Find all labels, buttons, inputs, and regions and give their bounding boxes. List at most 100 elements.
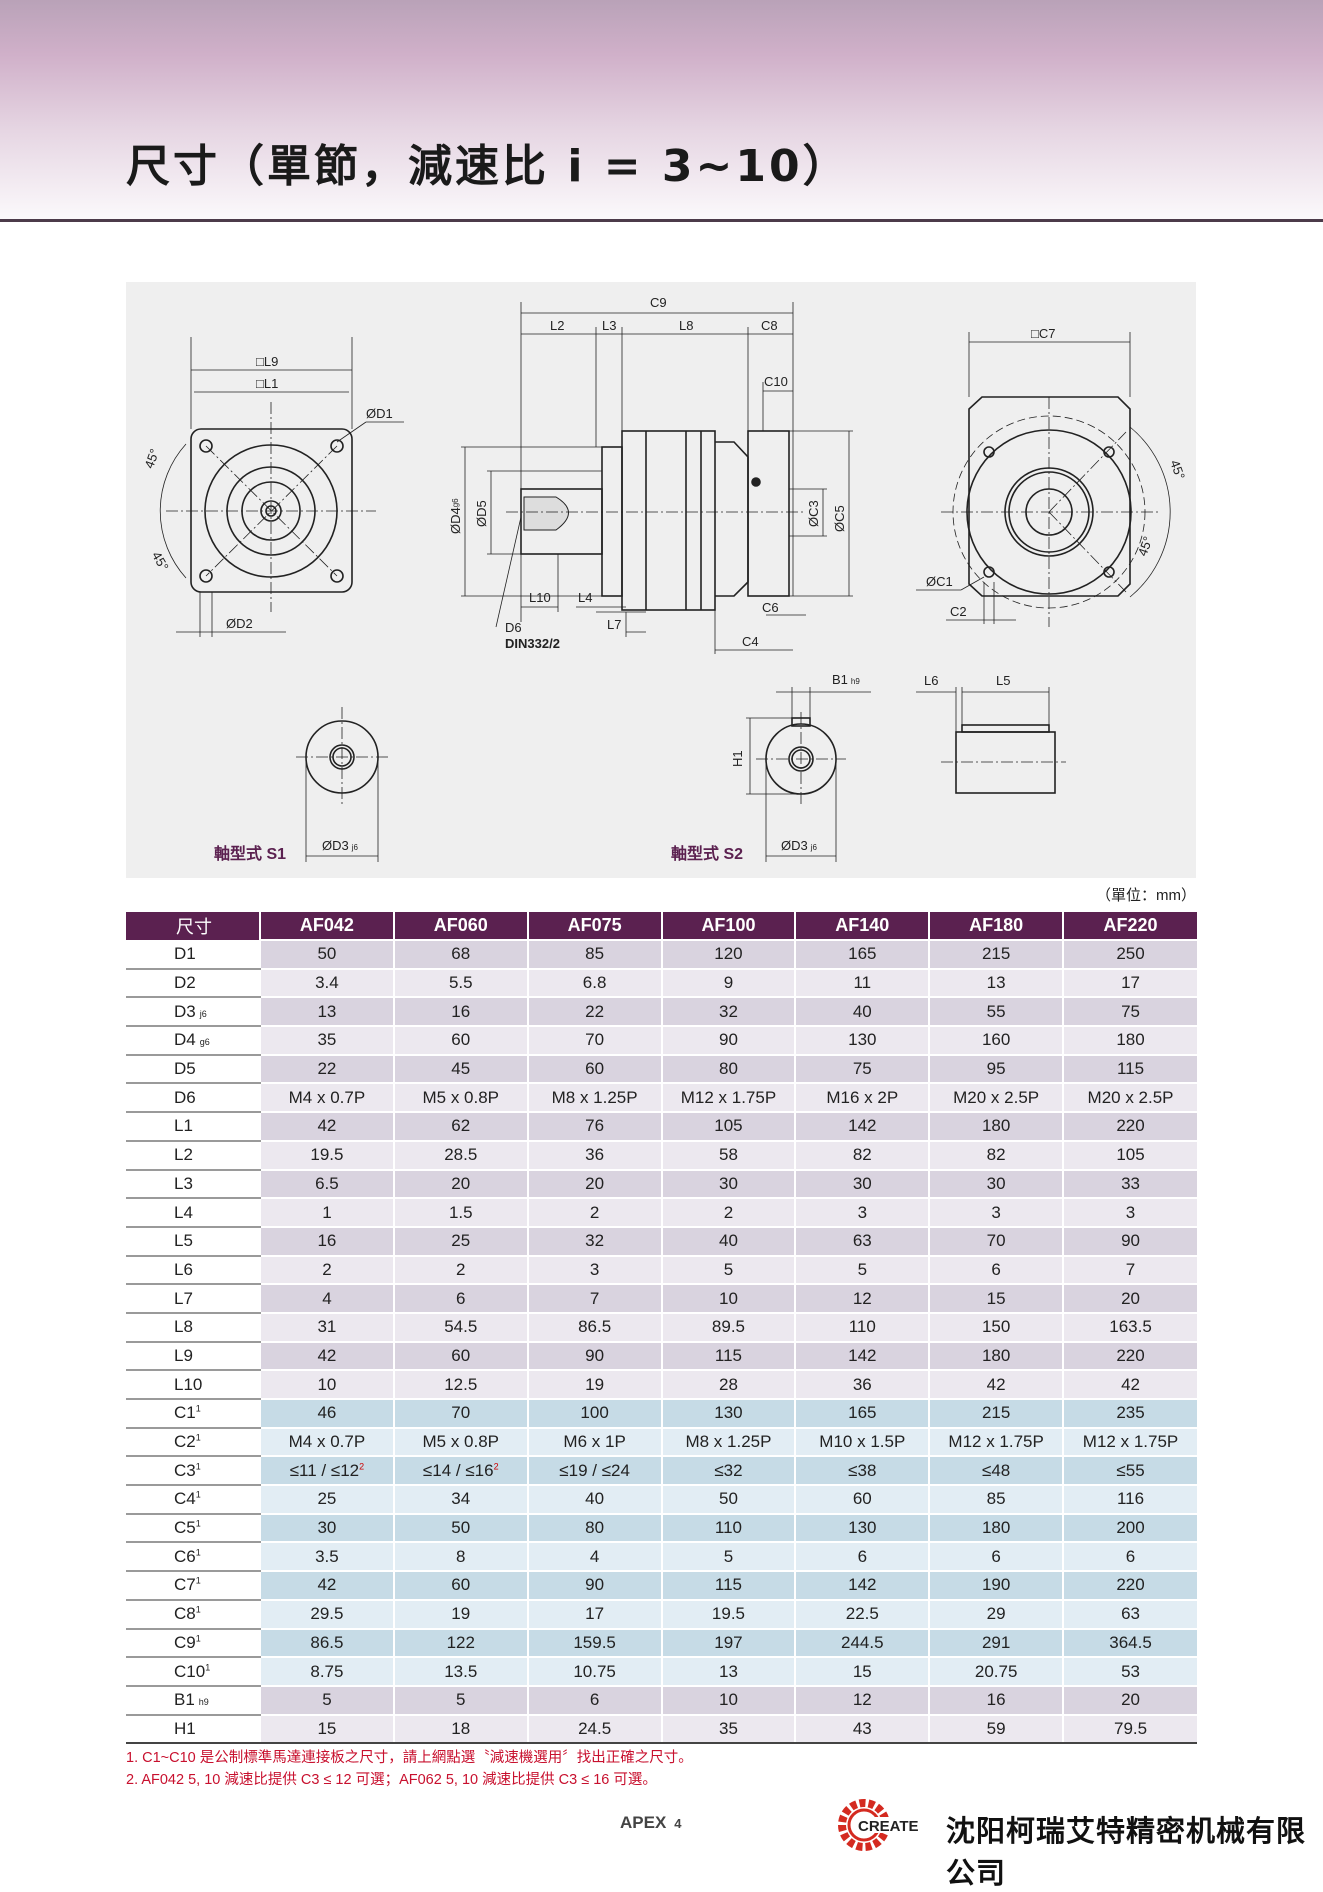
table-cell: 20 [526,1168,662,1199]
table-cell: 3.5 [259,1541,394,1572]
table-cell: 28.5 [392,1139,528,1170]
cell-value: 12 [852,1690,872,1710]
row-label: D1 [126,940,260,970]
cell-value: 70 [986,1231,1006,1251]
row-label-text: L1 [174,1116,193,1136]
cell-value: 60 [852,1489,872,1509]
cell-value: 8.75 [310,1661,344,1681]
row-label-text: D4 [174,1030,196,1050]
table-cell: 5 [392,1684,528,1715]
label-D5: ØD5 [474,500,489,527]
table-cell: ≤11 / ≤122 [259,1455,394,1486]
cell-value: 159.5 [573,1632,616,1652]
cell-value: ≤19 / ≤24 [559,1460,630,1480]
table-cell: 3 [526,1254,662,1285]
cell-value: 75 [1121,1001,1140,1021]
cell-value: 120 [714,944,743,964]
table-cell: 90 [526,1570,662,1600]
row-label-text: L2 [174,1145,193,1165]
table-row: C91 86.5 122 159.5 197 244.5 291 364.5 [126,1627,1197,1659]
table-cell: 6 [794,1541,930,1572]
cell-value: M5 x 0.8P [422,1087,500,1107]
label-L8: L8 [679,318,693,333]
table-cell: 62 [392,1111,528,1141]
cell-value: 190 [981,1575,1011,1595]
table-cell: M12 x 1.75P [1062,1426,1197,1457]
cell-value: 3 [991,1202,1001,1222]
table-row: B1 h9 5 5 6 10 12 16 20 [126,1684,1197,1716]
cell-value: 70 [585,1030,605,1050]
cell-value: 8 [456,1546,466,1566]
table-row: C101 8.75 13.5 10.75 13 15 20.75 53 [126,1656,1197,1687]
footer-page-label: APEX 4 [620,1813,682,1833]
cell-value: 15 [986,1288,1006,1308]
cell-value: 220 [1116,1575,1145,1595]
cell-value: 20.75 [974,1661,1018,1681]
cell-value: 105 [714,1116,743,1136]
row-label: C51 [126,1513,260,1544]
row-label: D2 [126,968,260,999]
cell-value: 28 [718,1374,738,1394]
cell-value: 29 [986,1604,1006,1624]
table-cell: 90 [660,1025,796,1055]
cell-value: 63 [852,1231,872,1251]
table-cell: 82 [794,1139,930,1170]
table-cell: M12 x 1.75P [660,1082,796,1113]
cell-value: 17 [585,1604,605,1624]
table-cell: 2 [259,1254,394,1285]
row-label: D4 g6 [126,1026,260,1056]
cell-value: 6 [991,1546,1001,1566]
table-cell: 40 [526,1484,662,1514]
cell-value: 15 [852,1661,872,1681]
cell-value: 95 [986,1059,1006,1079]
table-row: C11 46 70 100 130 165 215 235 [126,1398,1197,1429]
cell-value: M20 x 2.5P [1087,1087,1174,1107]
table-cell: ≤38 [794,1455,930,1486]
cell-value: 60 [451,1030,471,1050]
cell-value: 90 [718,1030,738,1050]
table-cell: 8.75 [259,1656,394,1686]
cell-value: 13 [718,1661,738,1681]
row-label-text: C10 [174,1661,206,1681]
row-label: D6 [126,1083,260,1114]
row-label-text: D6 [174,1087,196,1107]
table-cell: ≤19 / ≤24 [526,1455,662,1486]
table-cell: 215 [928,939,1064,969]
page-title: 尺寸（單節，減速比 i = 3~10） [126,141,850,192]
table-cell: 29 [928,1598,1064,1629]
cell-value: 60 [451,1575,471,1595]
table-cell: M20 x 2.5P [928,1082,1064,1113]
row-label-text: C5 [174,1518,196,1538]
label-45deg-c-top: 45° [1167,458,1188,482]
table-cell: 6 [1062,1541,1197,1572]
row-label: L7 [126,1284,260,1314]
shaft-s2-view: H1 B1 h9 ØD3 j6 軸型式 S2 [671,672,871,863]
tolerance-subscript: h9 [198,1697,209,1708]
cell-value: 2 [322,1259,332,1279]
table-cell: 20 [1062,1283,1197,1313]
table-cell: 13 [660,1656,796,1686]
cell-value: 60 [585,1059,605,1079]
table-cell: 180 [928,1512,1064,1543]
cell-value: 3 [589,1259,600,1279]
table-cell: 50 [660,1484,796,1514]
table-cell: 42 [928,1369,1064,1399]
cell-value: 35 [317,1030,337,1050]
table-cell: 18 [392,1713,528,1745]
row-label: L10 [126,1370,260,1400]
table-row: L2 19.5 28.5 36 58 82 82 105 [126,1139,1197,1171]
table-cell: 165 [794,1398,930,1428]
row-label-text: L10 [174,1374,203,1394]
footnote-ref: 1 [205,1661,211,1672]
table-cell: 59 [928,1713,1064,1745]
table-cell: ≤14 / ≤162 [392,1455,528,1486]
table-cell: 35 [660,1713,796,1745]
cell-value: 7 [589,1288,600,1308]
cell-value: M4 x 0.7P [288,1432,366,1452]
row-label-text: L4 [174,1202,193,1222]
header-banner [0,0,1323,219]
table-cell: 5.5 [392,967,528,998]
header-model: AF140 [794,912,930,940]
cell-value: 12 [852,1288,872,1308]
cell-value: 110 [848,1317,876,1337]
